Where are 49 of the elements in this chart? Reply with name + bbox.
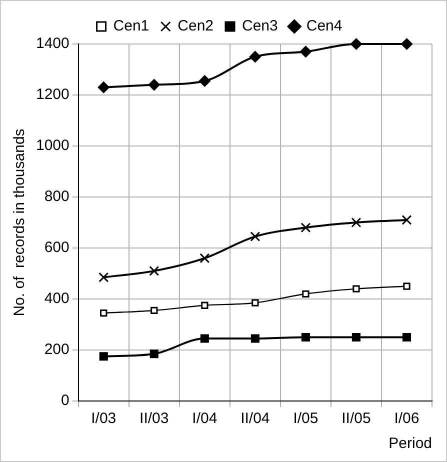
legend-label: Cen1 xyxy=(113,18,150,35)
point xyxy=(403,282,410,290)
point xyxy=(201,302,208,309)
point xyxy=(352,285,360,292)
point xyxy=(301,332,310,342)
point xyxy=(100,309,108,317)
y-tick-label: 1400 xyxy=(36,35,70,52)
point xyxy=(198,75,210,87)
y-tick-label: 1200 xyxy=(36,86,70,104)
point xyxy=(300,222,311,233)
x-tick-label: II/04 xyxy=(240,410,270,428)
point xyxy=(148,79,160,91)
point xyxy=(200,334,209,343)
point xyxy=(351,218,362,228)
point xyxy=(99,352,108,361)
legend-label: Cen4 xyxy=(306,18,342,35)
y-tick-label: 1000 xyxy=(36,137,70,154)
point xyxy=(250,232,260,242)
point xyxy=(400,38,412,50)
point xyxy=(302,290,310,298)
point xyxy=(149,266,160,276)
point xyxy=(150,350,158,358)
x-tick-label: I/05 xyxy=(293,410,318,428)
y-tick-label: 600 xyxy=(44,239,70,256)
point xyxy=(350,38,362,50)
x-axis-title: Period xyxy=(388,435,432,452)
x-tick-label: I/03 xyxy=(91,410,116,428)
point xyxy=(98,272,109,282)
y-tick-label: 0 xyxy=(61,392,70,410)
x-tick-label: I/04 xyxy=(192,410,218,428)
point xyxy=(249,51,261,62)
x-tick-label: I/06 xyxy=(394,410,420,428)
point xyxy=(252,299,259,306)
y-axis-title: No. of records in thousands xyxy=(11,128,28,316)
x-tick-label: II/03 xyxy=(140,410,169,428)
point xyxy=(402,214,412,225)
point xyxy=(300,46,312,58)
legend-label: Cen2 xyxy=(178,18,214,35)
y-tick-label: 800 xyxy=(44,188,70,206)
y-tick-label: 200 xyxy=(44,341,70,358)
x-tick-label: II/05 xyxy=(342,410,371,428)
point xyxy=(150,306,158,314)
y-tick-label: 400 xyxy=(44,290,70,308)
legend-label: Cen3 xyxy=(242,18,278,35)
point xyxy=(250,334,260,343)
point xyxy=(402,332,412,342)
point xyxy=(352,332,361,342)
point xyxy=(200,253,210,264)
point xyxy=(98,82,110,94)
